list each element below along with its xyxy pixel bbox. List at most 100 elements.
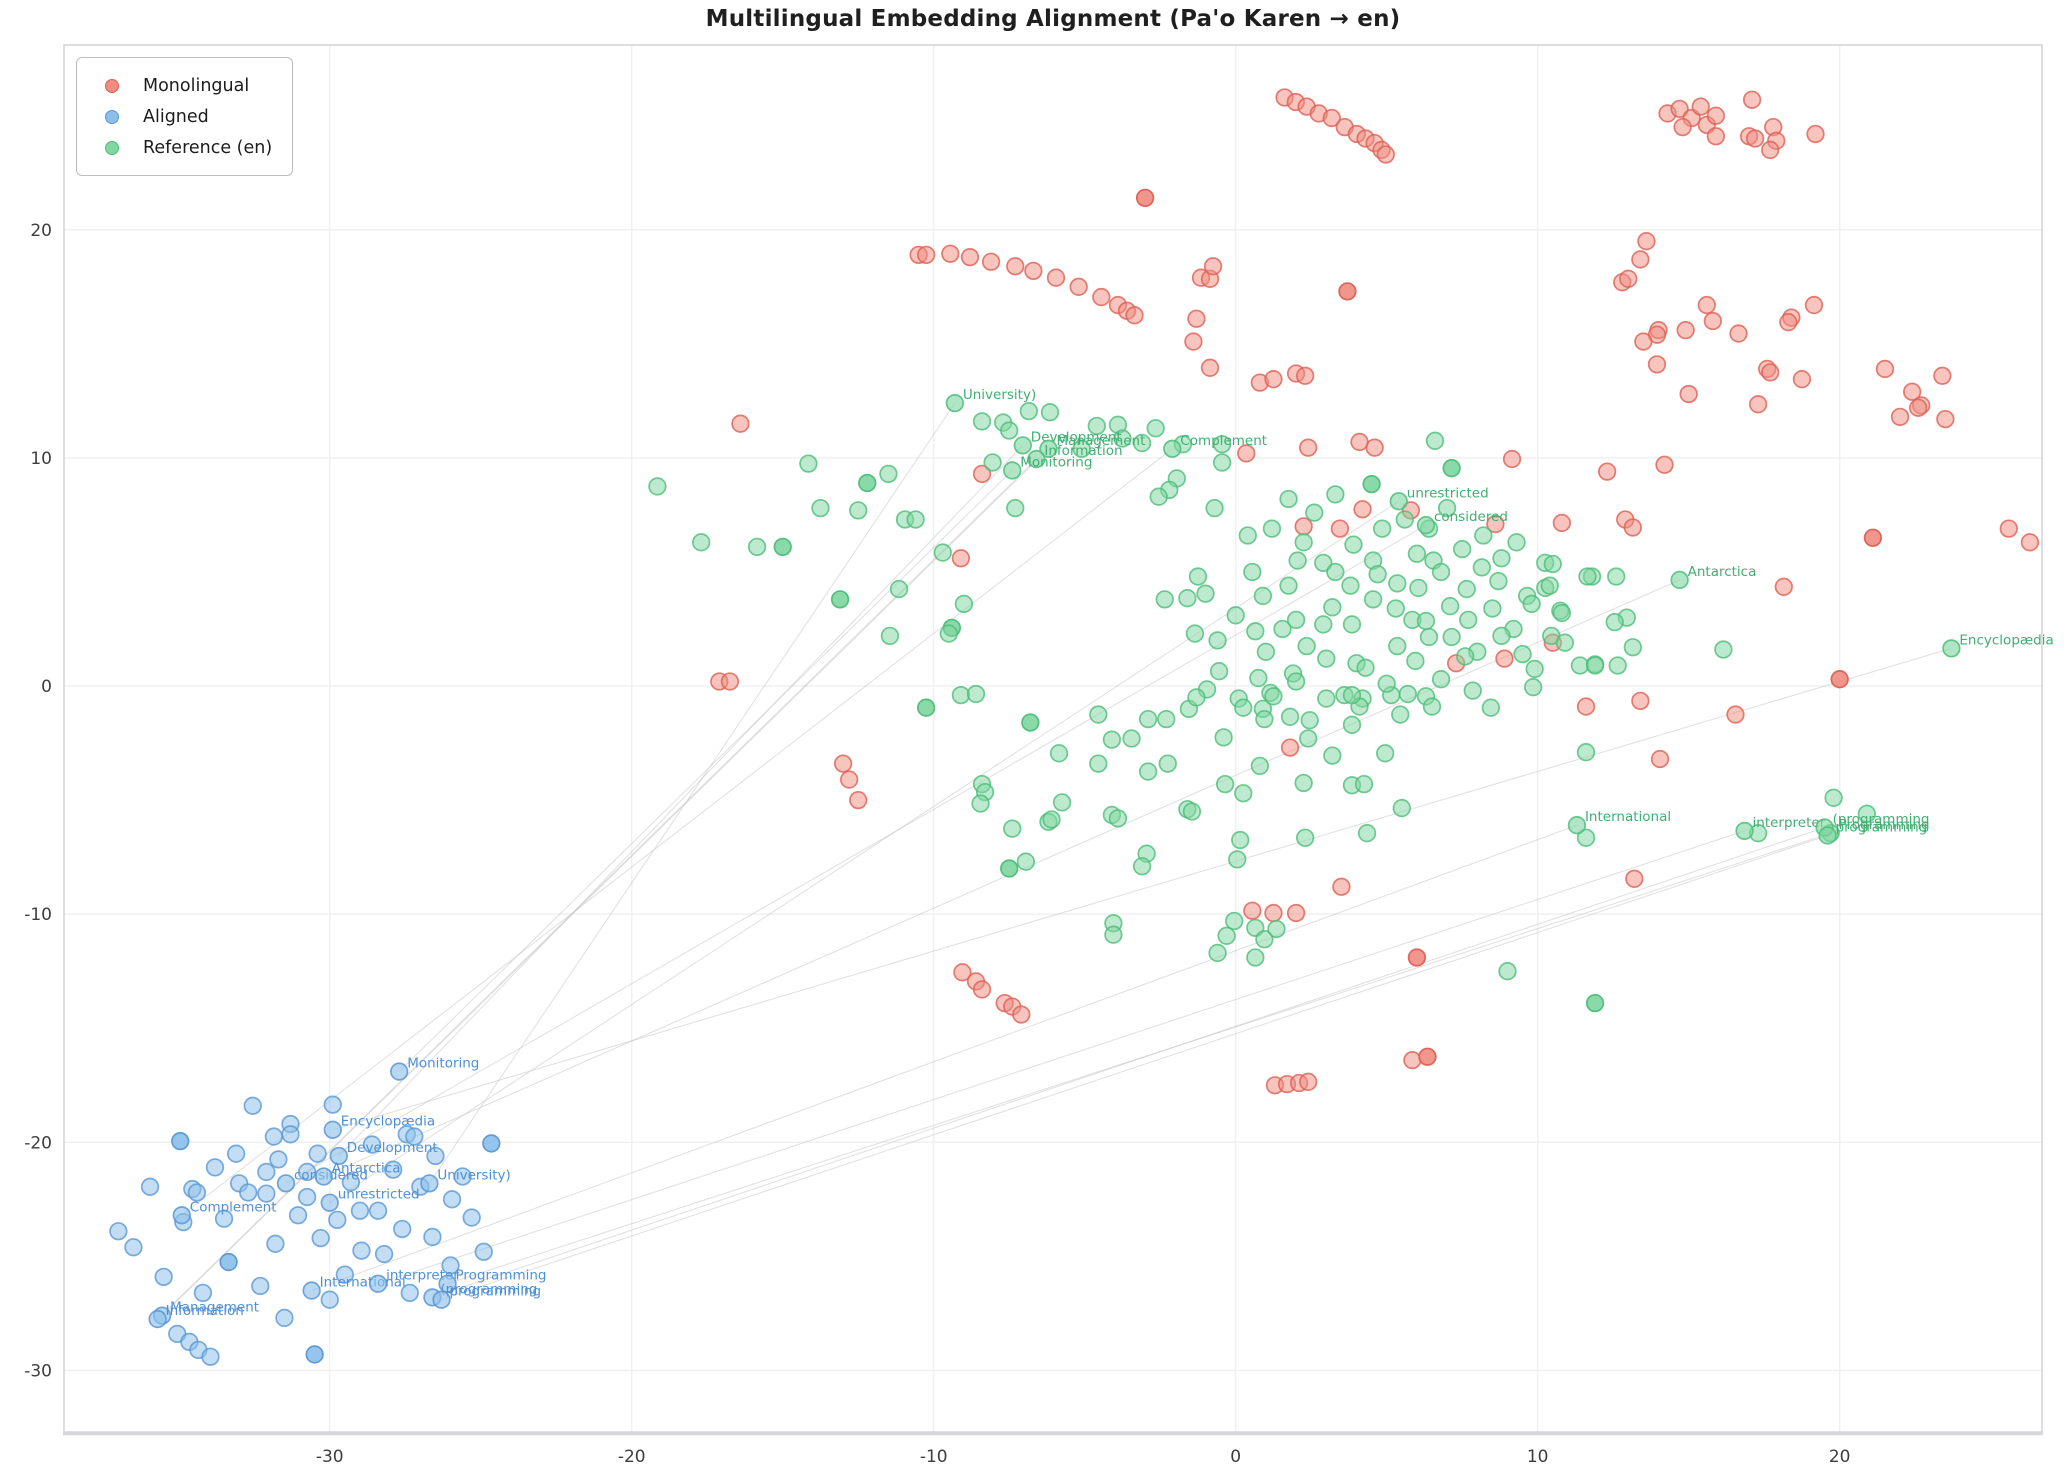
reference-point [1146, 419, 1165, 438]
aligned-point [350, 1201, 370, 1220]
reference-point [1416, 611, 1436, 631]
monolingual-point [1294, 517, 1313, 536]
reference-point [1489, 571, 1508, 591]
reference-point [747, 537, 767, 557]
monolingual-point [1729, 324, 1748, 343]
reference-word-label: programming [1836, 819, 1928, 835]
aligned-point [226, 1144, 246, 1163]
reference-point [1089, 705, 1108, 724]
monolingual-point [1703, 311, 1722, 331]
reference-word-point [1818, 826, 1837, 845]
monolingual-point [1125, 306, 1144, 325]
reference-point [1483, 599, 1502, 618]
reference-point [1608, 656, 1627, 675]
monolingual-point [1999, 519, 2018, 538]
legend-item-monolingual: Monolingual [93, 70, 272, 101]
monolingual-point [1338, 282, 1357, 301]
monolingual-point [1676, 321, 1695, 340]
reference-point [1407, 544, 1427, 563]
monolingual-point [1748, 395, 1768, 414]
aligned-word-point [438, 1274, 457, 1293]
reference-point [1522, 594, 1541, 614]
aligned-point [219, 1252, 238, 1272]
reference-point [1425, 431, 1445, 450]
reference-point [1205, 498, 1224, 518]
aligned-point [171, 1131, 190, 1151]
reference-point [879, 464, 898, 484]
monolingual-point [1350, 432, 1369, 452]
aligned-point [320, 1290, 339, 1309]
reference-point [1072, 439, 1091, 458]
monolingual-point [1502, 449, 1522, 469]
reference-point [1305, 503, 1324, 522]
reference-point [1215, 774, 1235, 794]
reference-point [1196, 584, 1215, 603]
reference-point [1264, 687, 1283, 706]
monolingual-point [1237, 444, 1256, 463]
monolingual-point [1092, 287, 1111, 307]
reference-point [1714, 640, 1733, 659]
reference-word-point [1416, 516, 1436, 535]
reference-point [954, 594, 974, 614]
reference-point [1299, 729, 1318, 748]
reference-point [1294, 533, 1313, 552]
reference-point [1552, 603, 1571, 623]
reference-point [1437, 498, 1457, 518]
reference-word-label: Programming [1839, 817, 1930, 833]
aligned-point [323, 1095, 342, 1114]
reference-point [1138, 762, 1158, 781]
reference-point [1607, 567, 1626, 586]
reference-point [1182, 802, 1202, 821]
reference-point [1453, 540, 1472, 559]
reference-point [1857, 804, 1876, 823]
reference-point [1262, 519, 1282, 538]
reference-point [1457, 579, 1476, 599]
monolingual-point [1936, 409, 1955, 429]
reference-point [1585, 656, 1605, 675]
monolingual-point [1779, 313, 1798, 332]
aligned-word-label: unrestricted [338, 1187, 420, 1203]
aligned-point [243, 1096, 262, 1115]
reference-point [1431, 670, 1451, 689]
reference-point [648, 477, 667, 496]
monolingual-point [972, 464, 992, 484]
reference-point [1540, 576, 1559, 595]
aligned-point [193, 1283, 213, 1302]
reference-word-label: Antarctica [1688, 564, 1757, 580]
reference-point [1052, 793, 1072, 812]
monolingual-point [1655, 455, 1674, 474]
reference-point [1317, 689, 1336, 708]
alignment-line [161, 448, 1049, 1317]
monolingual-point [951, 549, 971, 568]
reference-point [1155, 590, 1174, 609]
reference-point [1472, 558, 1491, 577]
aligned-point [264, 1127, 284, 1146]
monolingual-point [941, 244, 960, 263]
aligned-word-label: Programming [456, 1268, 547, 1284]
reference-point [1498, 962, 1517, 981]
alignment-line [428, 402, 956, 1184]
aligned-point [275, 1308, 294, 1328]
reference-point [1132, 857, 1152, 876]
aligned-point [288, 1206, 308, 1225]
aligned-point [453, 1167, 472, 1186]
aligned-point [441, 1256, 460, 1275]
aligned-point [109, 1222, 128, 1241]
monolingual-point [953, 963, 972, 982]
monolingual-point [833, 754, 853, 773]
reference-point [1256, 642, 1276, 661]
reference-point [1231, 830, 1250, 850]
reference-point [1286, 610, 1306, 630]
reference-point [1228, 850, 1247, 869]
monolingual-point [1552, 513, 1571, 533]
y-tick-label: -20 [24, 1133, 52, 1153]
aligned-point [239, 1183, 258, 1202]
reference-point [1225, 911, 1244, 931]
reference-point [1214, 728, 1233, 747]
reference-word-label: Information [1044, 443, 1122, 459]
monolingual-point [1679, 384, 1698, 404]
reference-point [1234, 698, 1253, 717]
monolingual-point [840, 770, 859, 789]
reference-point [1824, 788, 1843, 807]
legend-item-reference: Reference (en) [93, 132, 272, 163]
